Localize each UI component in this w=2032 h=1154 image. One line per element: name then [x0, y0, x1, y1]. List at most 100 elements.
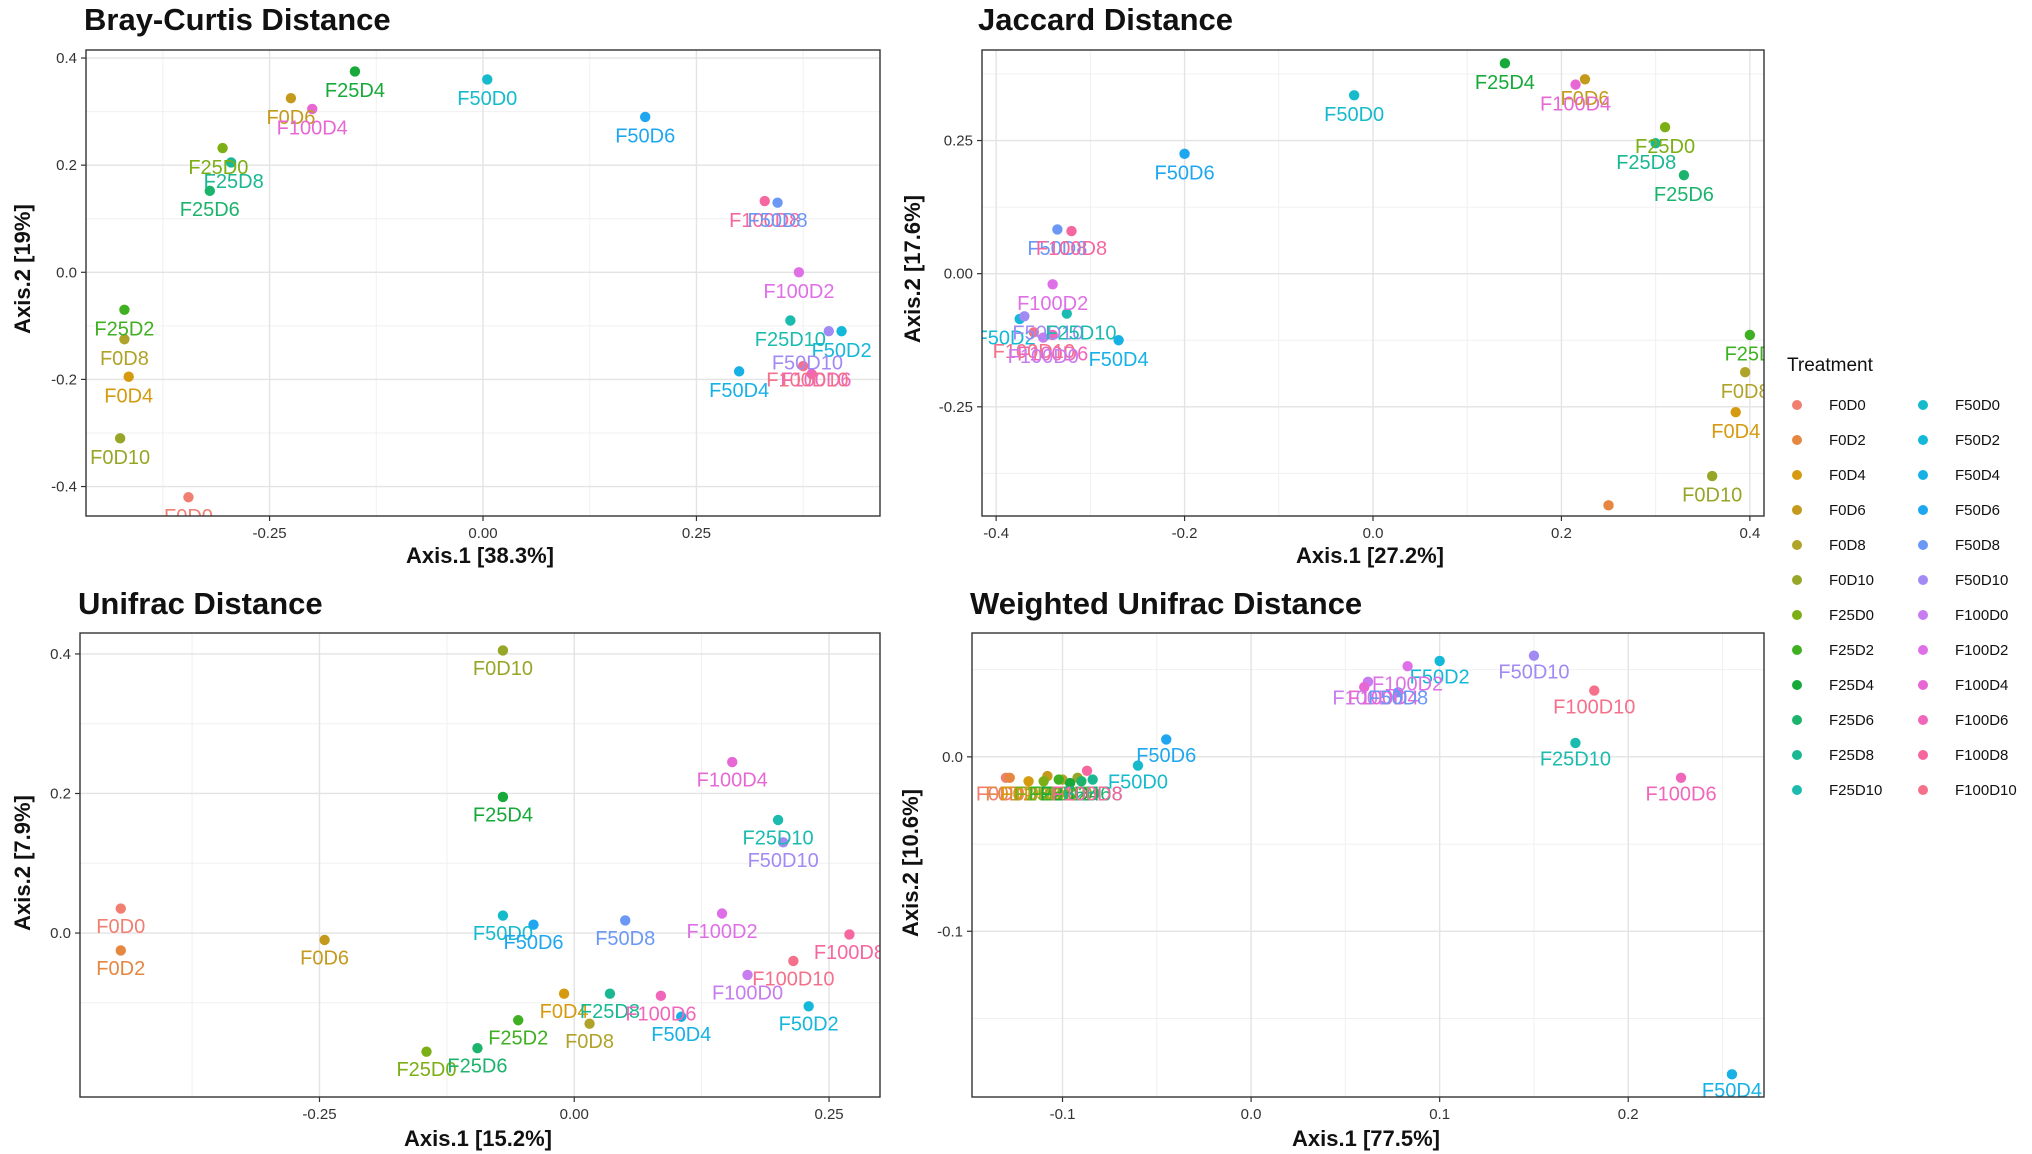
weighted-unifrac-point-f25d8: [1087, 774, 1098, 785]
weighted-unifrac-point-f50d8: [1392, 687, 1404, 698]
bray-curtis-point-label-f25d4: F25D4: [325, 80, 385, 102]
unifrac-point-f100d10: [788, 955, 799, 967]
jaccard-point-label-f100d10: F100D10: [993, 341, 1075, 363]
unifrac-point-label-f0d8: F0D8: [565, 1031, 614, 1053]
unifrac-point-label-f0d0: F0D0: [96, 916, 145, 938]
bray-curtis-y-tick-label: -0.2: [51, 371, 77, 388]
unifrac-panel: Unifrac Distance Axis.1 [15.2%] Axis.2 […: [10, 586, 881, 1151]
weighted-unifrac-point-label-f0d4: F0D4: [1000, 783, 1049, 805]
unifrac-point-label-f50d2: F50D2: [779, 1014, 839, 1036]
jaccard-point-f100d8: [1066, 225, 1077, 237]
bray-curtis-x-axis-label: Axis.1 [38.3%]: [406, 543, 554, 568]
jaccard-point-label-f50d2: F50D2: [976, 328, 1036, 350]
jaccard-point-f100d10: [1028, 327, 1040, 338]
bray-curtis-point-label-f50d0: F50D0: [457, 88, 517, 110]
jaccard-x-tick-label: 0.4: [1739, 525, 1760, 542]
jaccard-point-f0d6: [1579, 74, 1591, 85]
bray-curtis-panel: Bray-Curtis Distance Axis.1 [38.3%] Axis…: [10, 2, 881, 568]
unifrac-title: Unifrac Distance: [78, 586, 323, 621]
unifrac-y-axis-label: Axis.2 [7.9%]: [10, 795, 35, 931]
unifrac-y-tick-label: 0.2: [50, 785, 71, 802]
legend-swatch-f25d6: [1792, 715, 1802, 725]
legend-item-f100d2: F100D2: [1918, 642, 2008, 659]
bray-curtis-point-label-f100d10: F100D10: [766, 369, 848, 391]
legend-item-f100d6: F100D6: [1918, 712, 2008, 729]
bray-curtis-point-label-f25d2: F25D2: [94, 319, 154, 341]
legend-item-f0d2: F0D2: [1792, 432, 1866, 449]
legend-label-f100d10: F100D10: [1955, 782, 2017, 799]
legend-label-f50d4: F50D4: [1955, 467, 2000, 484]
legend-item-f100d10: F100D10: [1918, 782, 2017, 799]
weighted-unifrac-point-label-f100d10: F100D10: [1553, 696, 1635, 718]
weighted-unifrac-point-label-f0d2: F0D2: [985, 783, 1034, 805]
jaccard-point-f100d0: [1038, 332, 1049, 343]
bray-curtis-point-f50d8: [772, 197, 783, 208]
legend-item-f25d0: F25D0: [1792, 607, 1874, 624]
unifrac-point-label-f0d2: F0D2: [96, 958, 145, 980]
jaccard-panel: Jaccard Distance Axis.1 [27.2%] Axis.2 […: [900, 2, 1785, 568]
unifrac-y-tick-label: 0.4: [50, 646, 71, 663]
weighted-unifrac-point-f25d0: [1038, 776, 1049, 787]
legend-item-f25d4: F25D4: [1792, 677, 1874, 694]
weighted-unifrac-point-f100d8: [1081, 765, 1093, 777]
unifrac-point-label-f100d6: F100D6: [625, 1003, 696, 1025]
unifrac-point-label-f50d6: F50D6: [503, 932, 563, 954]
legend-label-f0d0: F0D0: [1829, 397, 1866, 414]
jaccard-point-label-f0d4: F0D4: [1711, 421, 1760, 443]
jaccard-y-tick-label: 0.25: [944, 133, 973, 150]
weighted-unifrac-point-f100d2: [1402, 660, 1413, 672]
unifrac-point-label-f25d10: F25D10: [743, 827, 814, 849]
weighted-unifrac-y-tick-label: 0.0: [942, 749, 963, 766]
jaccard-point-f0d8: [1739, 367, 1751, 378]
weighted-unifrac-point-label-f100d2: F100D2: [1372, 674, 1443, 696]
jaccard-point-label-f50d10: F50D10: [1012, 322, 1083, 344]
bray-curtis-point-label-f25d6: F25D6: [180, 199, 240, 221]
legend-label-f0d6: F0D6: [1829, 502, 1866, 519]
unifrac-plot-area: [80, 633, 880, 1097]
weighted-unifrac-point-label-f25d4: F25D4: [1040, 783, 1100, 805]
unifrac-point-f50d2: [803, 1001, 814, 1012]
jaccard-point-label-f100d8: F100D8: [1036, 238, 1107, 260]
weighted-unifrac-point-f50d0: [1132, 760, 1144, 771]
jaccard-point-label-f0d6: F0D6: [1561, 88, 1610, 110]
legend-swatch-f100d8: [1918, 750, 1928, 760]
weighted-unifrac-y-axis-label: Axis.2 [10.6%]: [898, 789, 923, 937]
bray-curtis-point-label-f0d6: F0D6: [266, 107, 315, 129]
jaccard-point-label-f25d2: F25D2: [1725, 344, 1785, 366]
bray-curtis-point-label-f50d8: F50D8: [748, 210, 808, 232]
jaccard-point-f100d6: [1047, 329, 1058, 341]
unifrac-point-label-f25d0: F25D0: [396, 1059, 456, 1081]
legend-label-f0d8: F0D8: [1829, 537, 1866, 554]
weighted-unifrac-point-label-f50d2: F50D2: [1410, 667, 1470, 689]
unifrac-point-f25d2: [513, 1015, 524, 1026]
bray-curtis-point-label-f100d6: F100D6: [780, 369, 851, 391]
bray-curtis-point-f50d6: [640, 111, 651, 123]
unifrac-point-f25d6: [472, 1042, 483, 1054]
legend-item-f50d2: F50D2: [1918, 432, 2000, 449]
weighted-unifrac-point-label-f50d8: F50D8: [1368, 688, 1428, 710]
jaccard-point-label-f0d8: F0D8: [1721, 381, 1770, 403]
jaccard-point-f0d10: [1706, 470, 1718, 482]
legend-item-f50d0: F50D0: [1918, 397, 2000, 414]
jaccard-plot-border: [981, 49, 1765, 517]
legend-item-f0d4: F0D4: [1792, 467, 1866, 484]
bray-curtis-x-tick-label: 0.00: [468, 525, 497, 542]
jaccard-point-f25d0: [1659, 122, 1671, 133]
legend-swatch-f0d4: [1792, 470, 1802, 480]
unifrac-point-f0d6: [319, 934, 330, 946]
unifrac-point-label-f100d2: F100D2: [686, 921, 757, 943]
bray-curtis-point-f50d4: [733, 366, 745, 377]
jaccard-grid: [982, 50, 1764, 516]
unifrac-point-label-f50d10: F50D10: [748, 850, 819, 872]
bray-curtis-grid: [86, 50, 880, 516]
weighted-unifrac-point-label-f0d10: F0D10: [1032, 783, 1092, 805]
legend-swatch-f50d8: [1918, 540, 1928, 550]
legend-label-f25d10: F25D10: [1829, 782, 1882, 799]
unifrac-point-f100d0: [742, 969, 753, 981]
unifrac-point-label-f0d4: F0D4: [540, 1001, 589, 1023]
legend-item-f0d10: F0D10: [1792, 572, 1874, 589]
legend-item-f25d6: F25D6: [1792, 712, 1874, 729]
unifrac-y-tick-label: 0.0: [50, 925, 71, 942]
